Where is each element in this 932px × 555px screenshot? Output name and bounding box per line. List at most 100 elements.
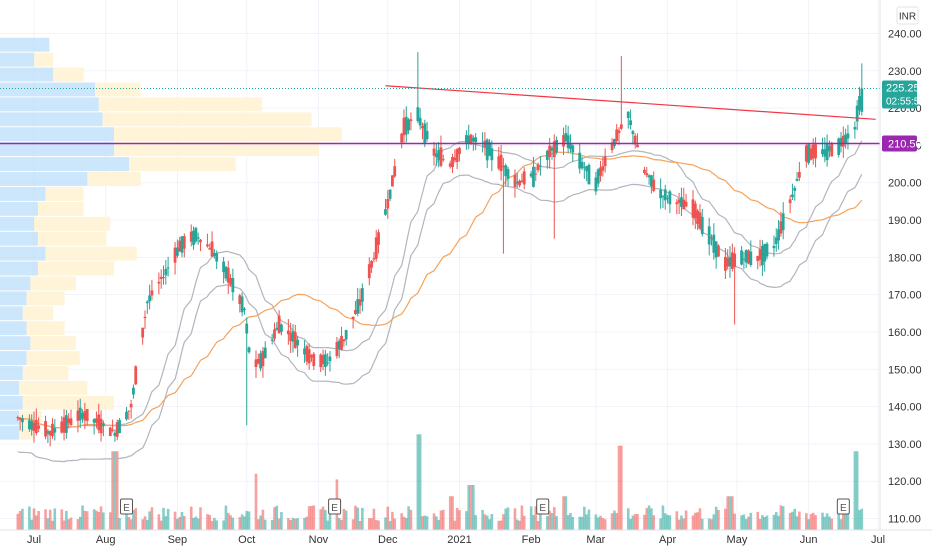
candle-body[interactable] [354, 310, 357, 315]
candle-body[interactable] [164, 269, 168, 276]
candle-body[interactable] [580, 161, 584, 169]
candle-body[interactable] [437, 150, 441, 161]
candle-body[interactable] [275, 327, 279, 330]
candle-body[interactable] [210, 241, 214, 257]
candle-body[interactable] [46, 430, 50, 434]
candle-body[interactable] [791, 194, 794, 198]
candle-body[interactable] [471, 137, 475, 142]
candle-body[interactable] [680, 197, 683, 207]
candle-body[interactable] [166, 267, 170, 269]
candle-body[interactable] [488, 142, 491, 156]
candle-body[interactable] [51, 423, 54, 437]
candle-body[interactable] [853, 127, 857, 130]
candle-body[interactable] [175, 247, 179, 256]
candle-body[interactable] [277, 315, 281, 334]
candle-body[interactable] [111, 429, 115, 431]
candle-body[interactable] [515, 181, 519, 184]
candle-body[interactable] [270, 339, 274, 341]
candle-body[interactable] [451, 156, 454, 168]
candle-body[interactable] [631, 131, 635, 135]
candle-body[interactable] [846, 133, 850, 139]
candle-body[interactable] [513, 174, 517, 187]
candle-body[interactable] [27, 420, 31, 430]
candle-body[interactable] [240, 296, 244, 313]
candle-body[interactable] [132, 387, 135, 395]
candle-body[interactable] [781, 213, 785, 231]
candle-body[interactable] [649, 175, 653, 187]
candle-body[interactable] [730, 252, 734, 269]
candle-body[interactable] [259, 353, 263, 369]
candle-body[interactable] [629, 120, 632, 126]
candle-body[interactable] [763, 243, 767, 262]
candle-body[interactable] [85, 409, 89, 421]
candle-body[interactable] [707, 226, 711, 245]
candle-body[interactable] [529, 173, 533, 177]
candle-body[interactable] [101, 423, 105, 427]
candle-body[interactable] [99, 418, 103, 434]
candle-body[interactable] [222, 261, 226, 273]
candle-body[interactable] [21, 418, 24, 423]
candle-body[interactable] [229, 277, 232, 285]
candle-body[interactable] [78, 407, 82, 421]
candle-body[interactable] [550, 147, 554, 151]
candle-body[interactable] [62, 417, 66, 433]
candle-body[interactable] [626, 111, 630, 119]
candle-body[interactable] [691, 199, 695, 218]
candle-body[interactable] [256, 358, 260, 364]
candle-body[interactable] [30, 421, 34, 430]
candle-body[interactable] [712, 234, 716, 253]
candle-body[interactable] [53, 428, 57, 433]
candle-body[interactable] [307, 349, 311, 364]
candle-body[interactable] [81, 413, 84, 419]
candle-body[interactable] [159, 276, 163, 279]
candle-body[interactable] [67, 418, 71, 424]
candle-body[interactable] [585, 166, 589, 172]
candle-body[interactable] [312, 353, 316, 367]
candle-body[interactable] [465, 135, 468, 144]
candle-body[interactable] [733, 253, 737, 267]
candle-body[interactable] [384, 209, 387, 215]
candle-body[interactable] [423, 123, 427, 144]
candle-body[interactable] [425, 131, 429, 140]
candle-body[interactable] [34, 419, 38, 434]
candle-body[interactable] [180, 236, 184, 253]
candle-body[interactable] [548, 145, 552, 157]
candle-body[interactable] [828, 146, 831, 152]
candle-body[interactable] [129, 403, 133, 408]
candle-body[interactable] [296, 339, 300, 346]
candle-body[interactable] [777, 229, 780, 241]
candle-body[interactable] [162, 277, 165, 279]
candle-body[interactable] [441, 159, 445, 161]
candle-body[interactable] [490, 148, 494, 161]
candle-body[interactable] [402, 117, 406, 136]
candle-body[interactable] [571, 145, 575, 153]
candle-body[interactable] [612, 139, 616, 146]
candle-body[interactable] [319, 354, 323, 368]
candle-body[interactable] [534, 173, 538, 175]
candle-body[interactable] [321, 355, 325, 365]
candle-body[interactable] [636, 144, 639, 148]
candle-body[interactable] [212, 252, 216, 256]
candle-body[interactable] [821, 149, 824, 155]
candle-body[interactable] [310, 355, 313, 358]
candle-body[interactable] [506, 169, 510, 179]
earnings-marker[interactable] [836, 498, 850, 515]
candle-body[interactable] [118, 420, 121, 434]
candle-body[interactable] [143, 316, 147, 319]
candle-body[interactable] [747, 250, 750, 264]
candle-body[interactable] [108, 427, 112, 436]
candle-body[interactable] [545, 150, 549, 160]
candle-body[interactable] [208, 248, 212, 250]
candle-body[interactable] [532, 166, 535, 187]
candle-body[interactable] [555, 140, 558, 153]
candle-body[interactable] [825, 142, 829, 161]
candle-body[interactable] [758, 249, 762, 260]
candle-body[interactable] [18, 417, 22, 420]
candle-body[interactable] [652, 179, 656, 191]
candle-body[interactable] [497, 156, 501, 169]
candle-body[interactable] [596, 169, 600, 184]
candle-body[interactable] [83, 411, 87, 421]
candle-body[interactable] [723, 256, 727, 271]
